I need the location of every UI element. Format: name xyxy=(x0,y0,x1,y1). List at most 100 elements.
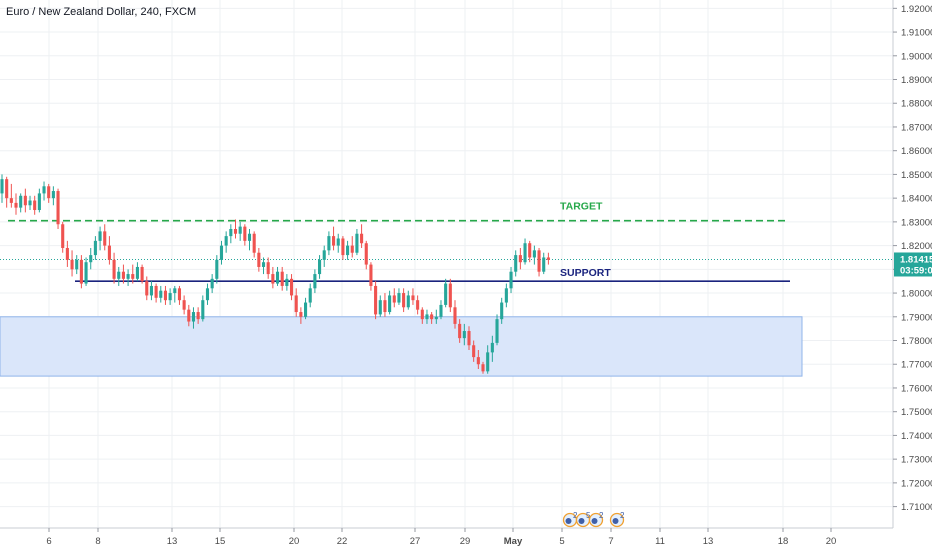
y-tick-label: 1.87000 xyxy=(901,122,932,133)
x-tick-label: 20 xyxy=(289,536,300,547)
candle-body xyxy=(388,295,392,313)
candle-body xyxy=(304,302,308,317)
target-label: TARGET xyxy=(560,201,603,213)
candle-body xyxy=(65,247,69,260)
event-count: 2 xyxy=(620,511,625,520)
candle-body xyxy=(42,186,46,194)
candle-body xyxy=(299,312,303,317)
candle-body xyxy=(430,314,434,320)
candle-body xyxy=(233,228,238,234)
y-tick-label: 1.77000 xyxy=(901,360,932,371)
candle-body xyxy=(93,240,97,256)
y-tick-label: 1.71000 xyxy=(901,502,932,513)
candle-body xyxy=(177,288,182,301)
price-tag-timer: 03:59:09 xyxy=(900,265,932,276)
x-tick-label: 5 xyxy=(559,536,564,547)
candle-body xyxy=(103,231,107,246)
candle-body xyxy=(89,255,93,263)
candle-body xyxy=(182,300,186,310)
event-marker[interactable]: 5 xyxy=(575,511,592,528)
candle-body xyxy=(472,345,476,358)
candle-body xyxy=(532,250,536,258)
candle-body xyxy=(168,293,172,301)
x-tick-label: 13 xyxy=(167,536,178,547)
event-marker[interactable]: 2 xyxy=(609,511,626,528)
last-price-tag: 1.81415 03:59:09 xyxy=(894,252,932,277)
candle-body xyxy=(341,238,345,256)
candle-body xyxy=(546,257,550,260)
candle-body xyxy=(402,293,406,308)
time-axis[interactable]: 6 8 13 15 20 22 27 29 May 5 7 11 13 18 20 xyxy=(46,528,836,547)
candle-body xyxy=(19,195,23,208)
y-tick-label: 1.82000 xyxy=(901,241,932,252)
candle-body xyxy=(318,259,322,275)
chart-title: Euro / New Zealand Dollar, 240, FXCM xyxy=(6,6,196,18)
event-marker[interactable]: 2 xyxy=(562,511,579,528)
candle-body xyxy=(425,314,429,320)
candle-body xyxy=(336,238,340,246)
candle-body xyxy=(135,266,139,279)
candle-body xyxy=(266,262,270,275)
candle-body xyxy=(476,357,480,365)
candle-body xyxy=(5,179,9,199)
candle-body xyxy=(397,293,401,303)
x-tick-label: 13 xyxy=(703,536,714,547)
candle-body xyxy=(448,283,452,308)
y-tick-label: 1.88000 xyxy=(901,99,932,110)
y-tick-label: 1.92000 xyxy=(901,4,932,15)
candle-body xyxy=(486,352,490,372)
y-tick-label: 1.80000 xyxy=(901,289,932,300)
candle-body xyxy=(224,236,228,246)
x-tick-label: 18 xyxy=(778,536,789,547)
candle-body xyxy=(205,288,210,301)
candle-body xyxy=(495,319,499,343)
candle-body xyxy=(439,304,443,317)
candle-body xyxy=(23,195,27,206)
candle-body xyxy=(47,186,51,199)
y-tick-label: 1.75000 xyxy=(901,407,932,418)
candles xyxy=(0,174,550,374)
candle-body xyxy=(383,300,387,313)
demand-zone[interactable] xyxy=(0,316,803,377)
x-tick-label: 7 xyxy=(608,536,613,547)
candle-body xyxy=(369,264,373,286)
candle-body xyxy=(196,312,200,320)
x-tick-label: 15 xyxy=(215,536,226,547)
support-label: SUPPORT xyxy=(560,267,611,279)
y-tick-label: 1.90000 xyxy=(901,51,932,62)
candle-body xyxy=(149,285,153,296)
candle-body xyxy=(416,300,420,310)
event-marker[interactable]: 2 xyxy=(588,511,605,528)
event-dot xyxy=(591,518,598,524)
candle-body xyxy=(112,259,116,279)
candle-body xyxy=(173,288,177,294)
x-tick-label: 27 xyxy=(410,536,421,547)
y-tick-label: 1.89000 xyxy=(901,75,932,86)
candle-body xyxy=(271,274,275,284)
x-tick-label: May xyxy=(504,536,523,547)
y-tick-label: 1.78000 xyxy=(901,336,932,347)
y-tick-label: 1.73000 xyxy=(901,455,932,466)
candle-body xyxy=(210,278,214,289)
x-tick-label: 8 xyxy=(95,536,100,547)
candle-body xyxy=(444,283,448,305)
candle-body xyxy=(542,257,546,272)
x-tick-label: 22 xyxy=(337,536,348,547)
candle-body xyxy=(131,274,135,279)
candle-body xyxy=(247,233,252,241)
price-tag-value: 1.81415 xyxy=(900,254,932,265)
candle-body xyxy=(504,288,508,303)
candle-body xyxy=(75,259,79,270)
candle-body xyxy=(360,233,364,244)
y-tick-label: 1.85000 xyxy=(901,170,932,181)
candle-body xyxy=(280,271,284,286)
candle-body xyxy=(275,271,280,284)
y-tick-label: 1.76000 xyxy=(901,383,932,394)
candle-body xyxy=(322,250,326,260)
candle-body xyxy=(467,331,471,346)
x-tick-label: 29 xyxy=(460,536,471,547)
y-tick-label: 1.83000 xyxy=(901,217,932,228)
candle-body xyxy=(490,342,494,353)
